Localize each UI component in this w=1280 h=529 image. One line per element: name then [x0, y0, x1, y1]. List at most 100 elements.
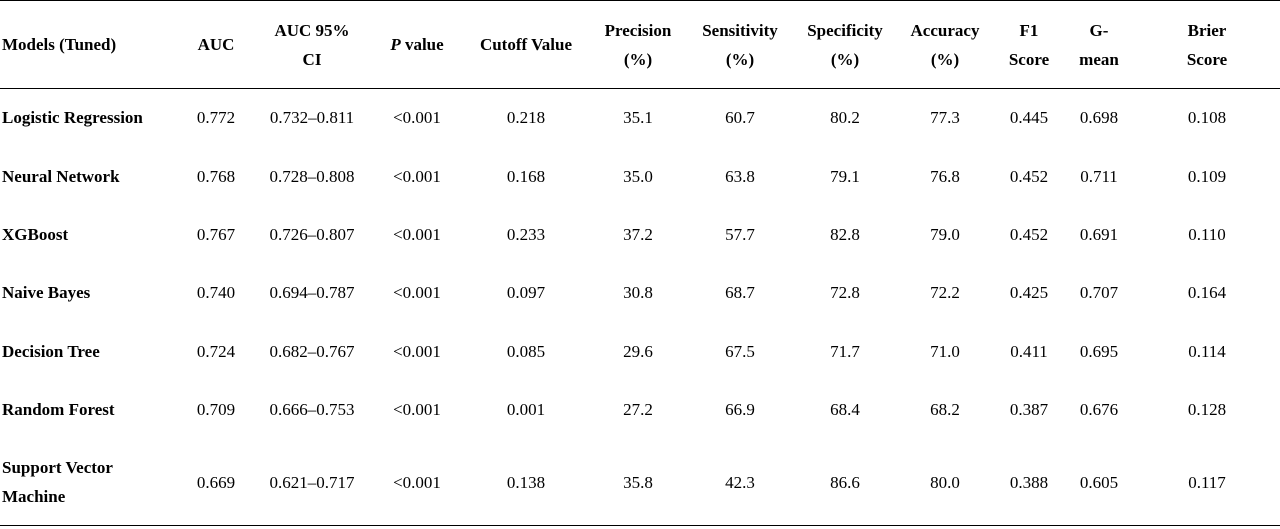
- cell-f1: 0.388: [994, 438, 1064, 527]
- header-sensitivity: Sensitivity (%): [686, 0, 794, 89]
- cell-cutoff: 0.138: [462, 438, 590, 527]
- table-header: Models (Tuned) AUC AUC 95% CI P value Cut…: [0, 0, 1280, 89]
- header-gmean-line1: G-: [1089, 20, 1109, 40]
- cell-gmean: 0.676: [1079, 400, 1119, 420]
- header-sensitivity-line1: Sensitivity: [702, 20, 778, 40]
- model-name: XGBoost: [2, 224, 69, 244]
- cell-sensitivity: 67.5: [725, 341, 755, 361]
- cell-p-value: <0.001: [393, 108, 441, 128]
- cell-accuracy: 80.0: [896, 438, 994, 527]
- cell-f1: 0.445: [1009, 108, 1049, 128]
- header-sensitivity-line2: (%): [725, 49, 755, 69]
- model-name: Naive Bayes: [2, 283, 91, 303]
- header-auc-ci-line1: AUC 95%: [274, 20, 350, 40]
- cell-accuracy: 79.0: [930, 224, 960, 244]
- cell-f1: 0.387: [1009, 400, 1049, 420]
- header-cutoff: Cutoff Value: [462, 0, 590, 89]
- cell-precision: 35.1: [623, 108, 653, 128]
- cell-gmean: 0.691: [1079, 224, 1119, 244]
- header-specificity-line2: (%): [830, 49, 860, 69]
- header-p-italic: P: [390, 35, 401, 54]
- cell-cutoff: 0.168: [506, 166, 546, 186]
- model-name-line1: Support Vector: [2, 458, 113, 478]
- model-name: Decision Tree: [2, 341, 100, 361]
- table-row: Logistic Regression 0.772 0.732–0.811 <0…: [0, 89, 1280, 147]
- cell-p-value: <0.001: [393, 166, 441, 186]
- cell-gmean: 0.711: [1080, 166, 1118, 186]
- cell-gmean: 0.695: [1079, 341, 1119, 361]
- cell-specificity: 68.4: [830, 400, 860, 420]
- cell-auc: 0.768: [196, 166, 236, 186]
- cell-sensitivity: 42.3: [686, 438, 794, 527]
- cell-p-value: <0.001: [393, 224, 441, 244]
- model-name-line2: Machine: [2, 487, 66, 507]
- cell-sensitivity: 66.9: [725, 400, 755, 420]
- header-auc: AUC: [180, 0, 252, 89]
- cell-cutoff: 0.001: [506, 400, 546, 420]
- cell-specificity: 79.1: [830, 166, 860, 186]
- cell-gmean: 0.707: [1079, 283, 1119, 303]
- cell-f1: 0.452: [1009, 224, 1049, 244]
- table-row: Random Forest 0.709 0.666–0.753 <0.001 0…: [0, 380, 1280, 438]
- table-row: Neural Network 0.768 0.728–0.808 <0.001 …: [0, 147, 1280, 205]
- cell-specificity: 71.7: [830, 341, 860, 361]
- cell-auc: 0.740: [196, 283, 236, 303]
- cell-cutoff: 0.085: [506, 341, 546, 361]
- header-auc-ci-line2: CI: [302, 49, 322, 69]
- header-precision-line1: Precision: [604, 20, 672, 40]
- table-row: Support Vector Machine 0.669 0.621–0.717 …: [0, 438, 1280, 527]
- cell-auc: 0.767: [196, 224, 236, 244]
- cell-brier: 0.110: [1188, 224, 1226, 244]
- cell-gmean: 0.698: [1079, 108, 1119, 128]
- cell-precision: 27.2: [623, 400, 653, 420]
- cell-precision: 35.0: [623, 166, 653, 186]
- cell-auc-ci: 0.682–0.767: [269, 341, 355, 361]
- table-row: Decision Tree 0.724 0.682–0.767 <0.001 0…: [0, 322, 1280, 380]
- cell-auc: 0.709: [196, 400, 236, 420]
- header-specificity-line1: Specificity: [807, 20, 883, 40]
- cell-precision: 37.2: [623, 224, 653, 244]
- cell-specificity: 72.8: [830, 283, 860, 303]
- cell-gmean: 0.605: [1064, 438, 1134, 527]
- cell-auc: 0.724: [196, 341, 236, 361]
- cell-f1: 0.411: [1010, 341, 1048, 361]
- header-accuracy-line2: (%): [930, 49, 960, 69]
- header-gmean: G-mean: [1064, 0, 1134, 89]
- cell-auc: 0.669: [180, 438, 252, 527]
- cell-p-value: <0.001: [393, 341, 441, 361]
- header-row: Models (Tuned) AUC AUC 95% CI P value Cut…: [0, 0, 1280, 89]
- header-p-value: P value: [372, 0, 462, 89]
- cell-auc-ci: 0.621–0.717: [252, 438, 372, 527]
- cell-auc-ci: 0.732–0.811: [269, 108, 355, 128]
- cell-sensitivity: 68.7: [725, 283, 755, 303]
- cell-sensitivity: 57.7: [725, 224, 755, 244]
- table-body: Logistic Regression 0.772 0.732–0.811 <0…: [0, 89, 1280, 527]
- model-name: Support Vector Machine: [0, 438, 180, 527]
- cell-sensitivity: 63.8: [725, 166, 755, 186]
- cell-cutoff: 0.218: [506, 108, 546, 128]
- cell-specificity: 86.6: [794, 438, 896, 527]
- header-accuracy: Accuracy (%): [896, 0, 994, 89]
- cell-precision: 35.8: [590, 438, 686, 527]
- table-row: Naive Bayes 0.740 0.694–0.787 <0.001 0.0…: [0, 264, 1280, 322]
- cell-brier: 0.117: [1134, 438, 1280, 527]
- cell-cutoff: 0.233: [506, 224, 546, 244]
- header-f1-line1: F1: [1019, 20, 1039, 40]
- cell-brier: 0.128: [1187, 400, 1227, 420]
- cell-auc-ci: 0.728–0.808: [269, 166, 355, 186]
- cell-precision: 29.6: [623, 341, 653, 361]
- header-specificity: Specificity (%): [794, 0, 896, 89]
- cell-specificity: 80.2: [830, 108, 860, 128]
- header-brier-line1: Brier: [1187, 20, 1227, 40]
- header-gmean-line2: mean: [1079, 49, 1119, 69]
- cell-accuracy: 71.0: [930, 341, 960, 361]
- cell-brier: 0.108: [1187, 108, 1227, 128]
- cell-accuracy: 76.8: [930, 166, 960, 186]
- header-f1: F1 Score: [994, 0, 1064, 89]
- header-auc-text: AUC: [197, 35, 235, 54]
- cell-p-value: <0.001: [393, 400, 441, 420]
- header-brier-line2: Score: [1186, 49, 1228, 69]
- header-models: Models (Tuned): [0, 0, 180, 89]
- model-name: Logistic Regression: [2, 108, 143, 128]
